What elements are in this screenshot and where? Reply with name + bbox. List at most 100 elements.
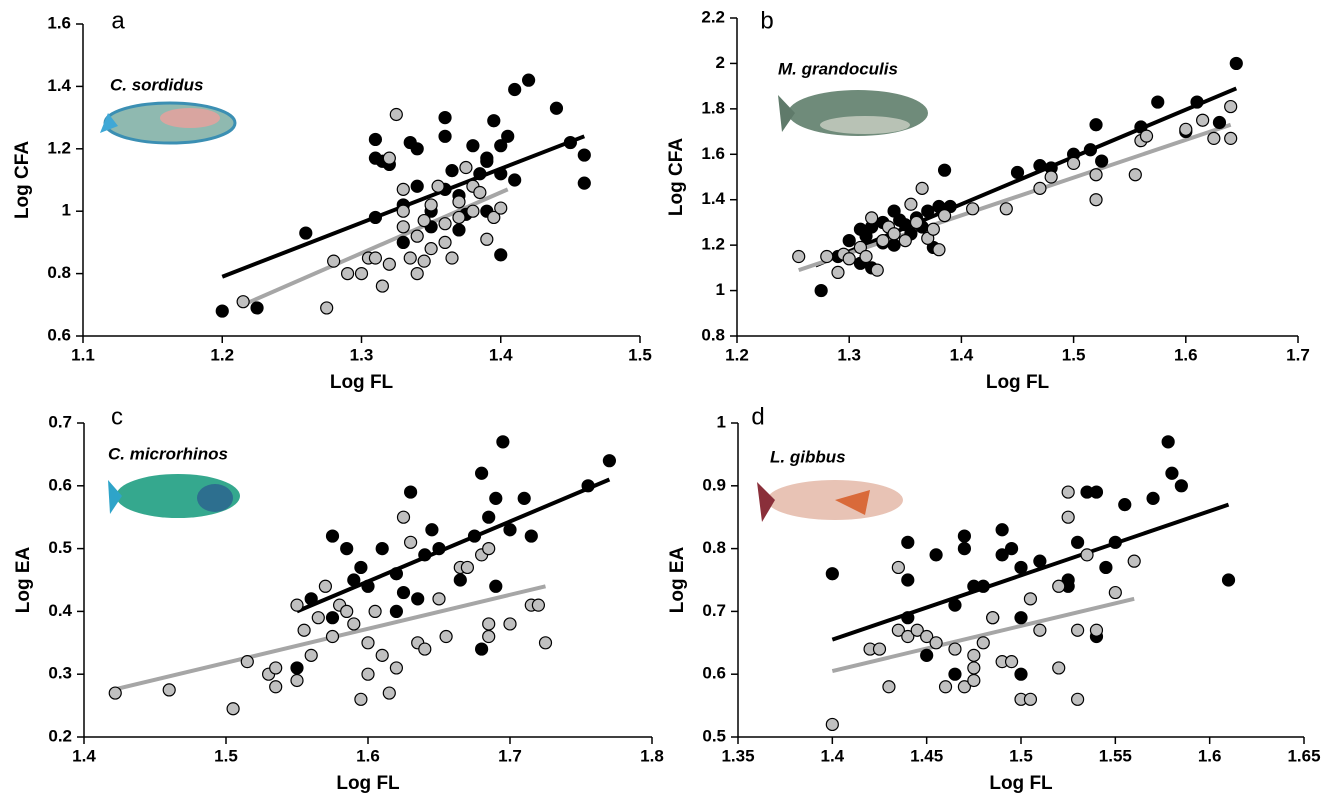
point	[482, 541, 496, 556]
point	[382, 686, 396, 700]
x-axis-label: Log FL	[336, 773, 400, 794]
point	[957, 680, 972, 694]
point	[347, 617, 361, 631]
point	[361, 667, 375, 681]
x-axis-label: Log FL	[989, 773, 1053, 794]
point	[577, 176, 591, 190]
point	[299, 226, 313, 240]
point	[297, 623, 311, 637]
point	[859, 249, 873, 264]
point	[325, 529, 340, 543]
point	[404, 485, 418, 499]
point	[439, 629, 453, 644]
fit-line	[242, 187, 509, 307]
point	[825, 567, 839, 581]
point	[431, 179, 445, 193]
point	[842, 234, 856, 248]
x-tick-label: 1.55	[1099, 746, 1132, 765]
point	[290, 673, 304, 688]
point	[1118, 498, 1132, 512]
y-axis-label: Log CFA	[12, 141, 33, 219]
point	[521, 73, 536, 87]
point	[1165, 466, 1179, 480]
point	[1070, 692, 1085, 706]
point	[361, 636, 375, 650]
point	[891, 623, 905, 637]
y-tick-label: 1.2	[47, 138, 71, 157]
point	[382, 151, 396, 165]
point	[453, 573, 467, 587]
point	[445, 251, 459, 265]
point	[410, 179, 424, 193]
point	[452, 195, 466, 209]
x-tick-label: 1.8	[640, 746, 664, 765]
point	[938, 680, 953, 694]
point	[466, 204, 480, 218]
x-tick-label: 1.45	[910, 746, 943, 765]
point	[290, 598, 304, 612]
species-label: C. sordidus	[110, 75, 204, 94]
point	[410, 267, 424, 281]
point	[452, 210, 466, 225]
point	[1161, 435, 1175, 449]
fit-line	[296, 477, 611, 614]
point	[1083, 143, 1098, 157]
point	[396, 182, 410, 196]
point	[375, 541, 389, 556]
point	[842, 252, 856, 266]
point	[460, 560, 474, 575]
point	[1052, 661, 1066, 675]
x-tick-label: 1.6	[356, 746, 380, 765]
point	[250, 301, 264, 315]
y-tick-label: 1.4	[701, 189, 725, 208]
point	[269, 680, 283, 694]
point	[976, 636, 990, 650]
fit-line	[831, 502, 1230, 642]
point	[494, 139, 508, 153]
point	[459, 160, 473, 175]
point	[327, 254, 341, 268]
x-tick-label: 1.35	[721, 746, 754, 765]
point	[1033, 554, 1047, 568]
panel-letter: c	[111, 403, 123, 430]
point	[1033, 159, 1047, 173]
point	[915, 181, 929, 195]
y-tick-label: 2.2	[701, 7, 725, 26]
point	[411, 592, 425, 606]
point	[814, 283, 828, 298]
x-axis-label: Log FL	[330, 372, 394, 393]
point	[948, 598, 962, 612]
point	[162, 683, 176, 697]
point	[389, 604, 403, 619]
point	[215, 304, 229, 318]
point	[396, 585, 411, 600]
point	[893, 213, 907, 227]
panel-letter: a	[111, 7, 125, 34]
y-tick-label: 1.6	[701, 144, 725, 163]
point	[926, 222, 940, 236]
y-tick-label: 0.5	[702, 726, 726, 745]
point	[1061, 510, 1075, 524]
point	[320, 301, 334, 315]
point	[418, 642, 432, 656]
point	[432, 592, 446, 606]
point	[438, 235, 452, 249]
point	[966, 202, 980, 216]
point	[508, 82, 522, 97]
x-tick-label: 1.3	[350, 345, 374, 364]
point	[368, 604, 382, 619]
point	[503, 617, 517, 631]
point	[1108, 535, 1122, 549]
y-tick-label: 0.5	[48, 538, 72, 557]
point	[480, 232, 494, 246]
point	[236, 295, 250, 309]
point	[482, 629, 496, 644]
point	[489, 579, 503, 593]
point	[361, 579, 375, 593]
point	[417, 254, 431, 268]
point	[452, 223, 466, 237]
point	[1127, 554, 1141, 568]
point	[1190, 95, 1204, 109]
panel-letter: d	[751, 403, 764, 430]
point	[887, 238, 901, 252]
